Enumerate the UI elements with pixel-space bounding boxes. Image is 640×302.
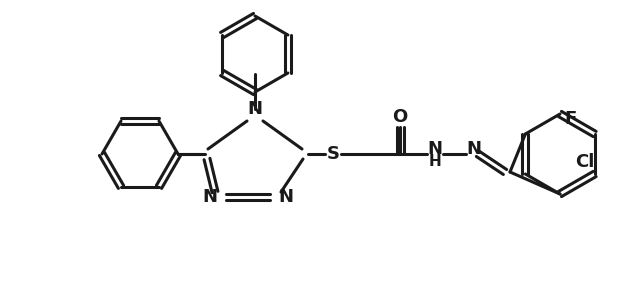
Text: N: N (278, 188, 294, 206)
Text: N: N (248, 100, 262, 118)
Text: N: N (428, 140, 442, 158)
Text: S: S (326, 145, 339, 163)
Text: N: N (467, 140, 481, 158)
Text: N: N (202, 188, 218, 206)
Text: Cl: Cl (575, 153, 595, 171)
Text: O: O (392, 108, 408, 126)
Text: F: F (564, 110, 576, 128)
Text: H: H (429, 155, 442, 169)
